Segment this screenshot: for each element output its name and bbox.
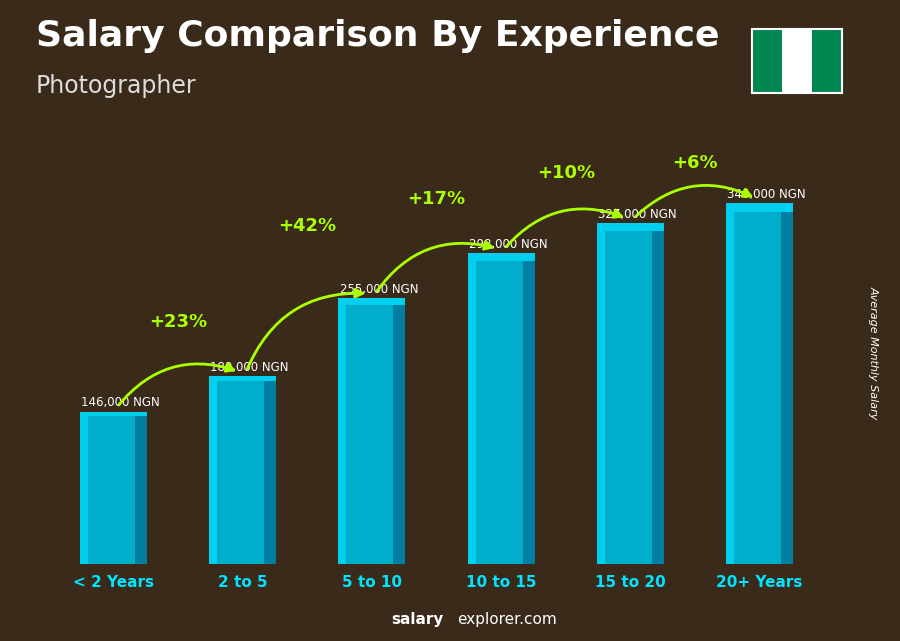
Text: 180,000 NGN: 180,000 NGN (211, 361, 289, 374)
Bar (781, 29, 812, 93)
Bar (726, 203, 734, 564)
Bar (467, 253, 535, 564)
Bar (523, 253, 535, 564)
Bar (209, 376, 276, 381)
Text: +10%: +10% (536, 165, 595, 183)
Text: 346,000 NGN: 346,000 NGN (727, 188, 806, 201)
Bar (80, 412, 147, 564)
Text: explorer.com: explorer.com (457, 612, 557, 627)
Text: Photographer: Photographer (36, 74, 196, 97)
Bar (338, 298, 346, 564)
Text: 146,000 NGN: 146,000 NGN (81, 397, 160, 410)
Text: +23%: +23% (149, 313, 207, 331)
Bar (752, 29, 781, 93)
Bar (135, 412, 147, 564)
Bar (393, 298, 406, 564)
Bar (467, 253, 535, 261)
Bar (209, 376, 276, 564)
Bar (338, 298, 406, 304)
Bar (338, 298, 406, 564)
Bar (781, 203, 793, 564)
Text: 255,000 NGN: 255,000 NGN (339, 283, 418, 296)
Bar (726, 203, 793, 212)
Bar (597, 223, 605, 564)
Bar (467, 253, 475, 564)
Text: Salary Comparison By Experience: Salary Comparison By Experience (36, 19, 719, 53)
Bar (597, 223, 664, 231)
Bar (726, 203, 793, 564)
Bar (812, 29, 842, 93)
Text: +6%: +6% (672, 154, 717, 172)
Text: Average Monthly Salary: Average Monthly Salary (868, 286, 878, 419)
Text: salary: salary (392, 612, 444, 627)
Bar (80, 412, 147, 415)
Bar (597, 223, 664, 564)
Text: +42%: +42% (278, 217, 337, 235)
Bar (209, 376, 217, 564)
Bar (265, 376, 276, 564)
Text: 327,000 NGN: 327,000 NGN (598, 208, 677, 221)
Text: 298,000 NGN: 298,000 NGN (469, 238, 547, 251)
Text: +17%: +17% (408, 190, 465, 208)
Bar (652, 223, 664, 564)
Bar (80, 412, 88, 564)
